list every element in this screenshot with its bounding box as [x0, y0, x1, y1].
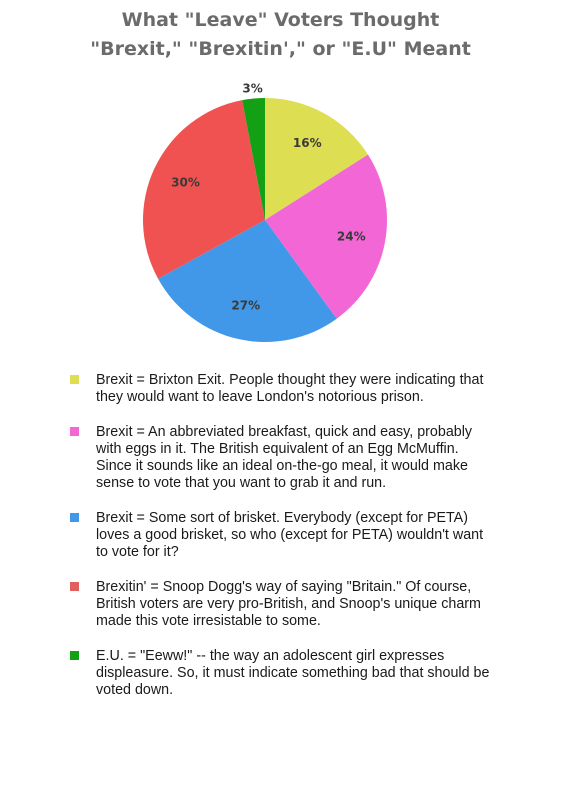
pie-chart: 16% 24% 27% 30% 3% [143, 82, 388, 342]
pie-label-snoop-dogg: 30% [171, 176, 200, 190]
legend-text-breakfast: Brexit = An abbreviated breakfast, quick… [96, 424, 473, 491]
legend-item-brisket: Brexit = Some sort of brisket. Everybody… [70, 510, 490, 561]
legend-swatch-red [70, 582, 79, 591]
legend-swatch-yellow [70, 375, 79, 384]
legend-swatch-blue [70, 513, 79, 522]
pie-label-brisket: 27% [231, 299, 260, 313]
pie-label-eeww: 3% [242, 82, 262, 96]
legend-text-brisket: Brexit = Some sort of brisket. Everybody… [96, 510, 484, 560]
pie-slice-brixton-exit [265, 97, 369, 220]
legend-text-snoop-dogg: Brexitin' = Snoop Dogg's way of saying "… [96, 579, 481, 629]
legend-item-brixton-exit: Brexit = Brixton Exit. People thought th… [70, 372, 490, 406]
chart-title: What "Leave" Voters Thought "Brexit," "B… [0, 6, 561, 64]
pie-slice-eeww [242, 98, 265, 220]
pie-slice-brisket [158, 220, 337, 342]
legend-item-breakfast: Brexit = An abbreviated breakfast, quick… [70, 424, 490, 492]
pie-label-breakfast: 24% [337, 230, 366, 244]
legend-swatch-pink [70, 427, 79, 436]
chart-title-line-1: What "Leave" Voters Thought [121, 9, 440, 31]
pie-slice-breakfast [265, 154, 388, 319]
legend-text-eeww: E.U. = "Eeww!" -- the way an adolescent … [96, 648, 490, 698]
legend-swatch-green [70, 651, 79, 660]
legend-item-snoop-dogg: Brexitin' = Snoop Dogg's way of saying "… [70, 579, 490, 630]
pie-slice-snoop-dogg [143, 100, 265, 279]
legend: Brexit = Brixton Exit. People thought th… [70, 372, 490, 717]
pie-slices [143, 97, 388, 342]
legend-text-brixton-exit: Brexit = Brixton Exit. People thought th… [96, 372, 484, 405]
chart-title-line-2: "Brexit," "Brexitin'," or "E.U" Meant [90, 38, 471, 60]
pie-labels: 16% 24% 27% 30% 3% [171, 82, 366, 313]
legend-item-eeww: E.U. = "Eeww!" -- the way an adolescent … [70, 648, 490, 699]
pie-label-brixton-exit: 16% [293, 136, 322, 150]
